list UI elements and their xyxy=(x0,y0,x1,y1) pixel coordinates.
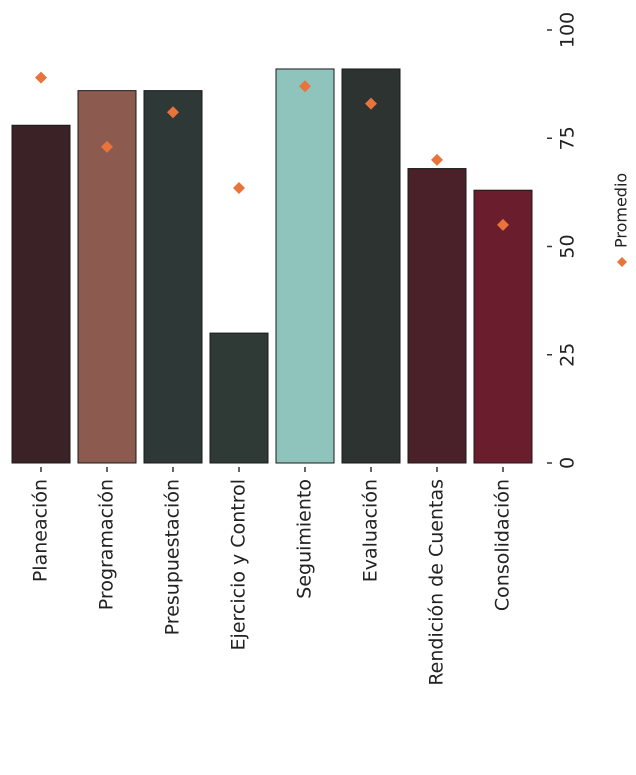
y-tick-label: 50 xyxy=(557,234,579,258)
x-tick-label: Planeación xyxy=(30,479,52,582)
marker xyxy=(167,106,179,119)
x-tick-label: Presupuestación xyxy=(162,479,184,635)
bar xyxy=(209,332,269,464)
marker xyxy=(365,97,377,110)
y-tick-label: 75 xyxy=(557,126,579,150)
marker xyxy=(101,140,113,153)
x-tick-label: Evaluación xyxy=(360,479,382,582)
bar xyxy=(341,68,401,464)
y-tick-label: 100 xyxy=(557,12,579,48)
bar xyxy=(11,124,71,464)
marker xyxy=(497,218,509,231)
y-tick-label: 0 xyxy=(557,457,579,469)
marker xyxy=(299,80,311,93)
bar xyxy=(407,168,467,464)
x-tick-label: Seguimiento xyxy=(294,479,316,599)
legend-label: Promedio xyxy=(612,173,631,248)
marker xyxy=(233,182,245,195)
legend-marker xyxy=(617,257,627,267)
x-tick-label: Programación xyxy=(96,479,118,610)
bar xyxy=(275,68,335,464)
x-tick-label: Consolidación xyxy=(492,479,514,611)
x-tick-label: Ejercicio y Control xyxy=(228,479,250,650)
bar xyxy=(473,189,533,464)
bar xyxy=(143,90,203,464)
y-tick-label: 25 xyxy=(557,343,579,367)
marker xyxy=(431,153,443,166)
x-tick-label: Rendición de Cuentas xyxy=(426,479,448,686)
marker xyxy=(35,71,47,84)
